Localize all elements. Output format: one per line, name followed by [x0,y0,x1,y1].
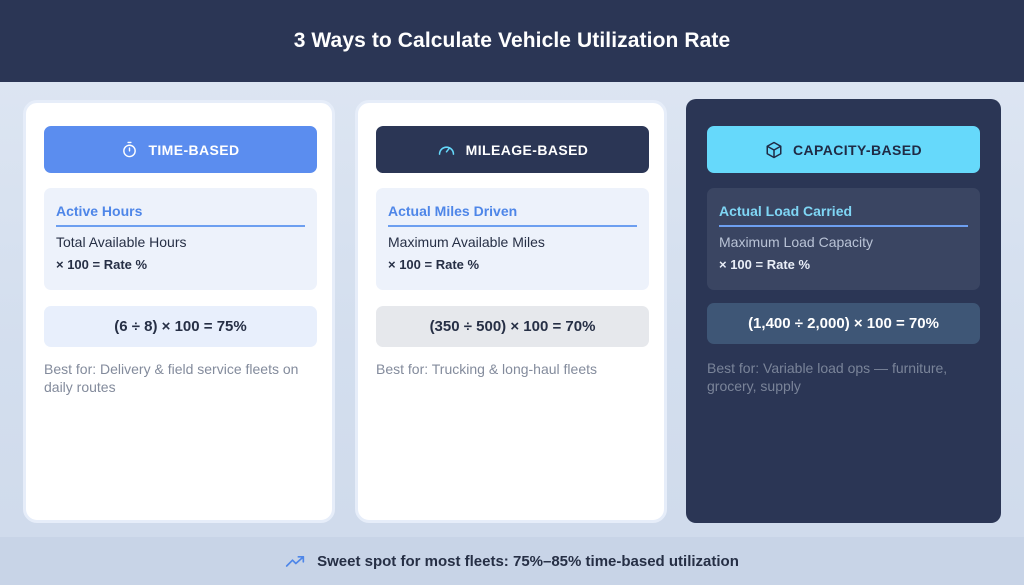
capacity-based-formula: Actual Load Carried Maximum Load Capacit… [707,188,980,290]
capacity-based-label-pill: CAPACITY-BASED [707,126,980,173]
formula-denominator: Maximum Load Capacity [719,234,874,250]
mileage-based-label-pill: MILEAGE-BASED [376,126,649,173]
time-based-example: (6 ÷ 8) × 100 = 75% [44,306,317,347]
formula-denominator: Total Available Hours [56,234,187,250]
formula-numerator: Active Hours [56,203,305,227]
mileage-based-label: MILEAGE-BASED [465,141,589,158]
capacity-based-best-for: Best for: Variable load ops — furniture,… [707,360,948,394]
capacity-based-example: (1,400 ÷ 2,000) × 100 = 70% [707,303,980,344]
header-bar: 3 Ways to Calculate Vehicle Utilization … [0,0,1024,82]
speedometer-icon [438,146,454,155]
page-title: 3 Ways to Calculate Vehicle Utilization … [293,29,731,52]
formula-numerator: Actual Miles Driven [388,203,637,227]
card-capacity-based: CAPACITY-BASED Actual Load Carried Maxim… [686,99,1001,523]
time-based-formula: Active Hours Total Available Hours × 100… [44,188,317,290]
mileage-based-formula: Actual Miles Driven Maximum Available Mi… [376,188,649,290]
stopwatch-icon [123,141,137,158]
box-icon [766,141,782,158]
mileage-based-best-for: Best for: Trucking & long-haul fleets [376,361,597,377]
formula-denominator: Maximum Available Miles [388,234,545,250]
capacity-based-label: CAPACITY-BASED [792,141,923,158]
footer-text: Sweet spot for most fleets: 75%–85% time… [317,552,739,570]
time-based-best-for: Best for: Delivery & field service fleet… [44,361,299,395]
trending-up-icon [285,556,305,567]
formula-multiplier: × 100 = Rate % [719,257,811,272]
time-based-label-pill: TIME-BASED [44,126,317,173]
formula-multiplier: × 100 = Rate % [56,257,148,272]
mileage-based-example: (350 ÷ 500) × 100 = 70% [376,306,649,347]
footer-bar: Sweet spot for most fleets: 75%–85% time… [0,537,1024,585]
card-time-based: TIME-BASED Active Hours Total Available … [23,100,335,523]
time-based-label: TIME-BASED [148,141,240,158]
formula-numerator: Actual Load Carried [719,203,968,227]
card-mileage-based: MILEAGE-BASED Actual Miles Driven Maximu… [355,100,667,523]
formula-multiplier: × 100 = Rate % [388,257,480,272]
